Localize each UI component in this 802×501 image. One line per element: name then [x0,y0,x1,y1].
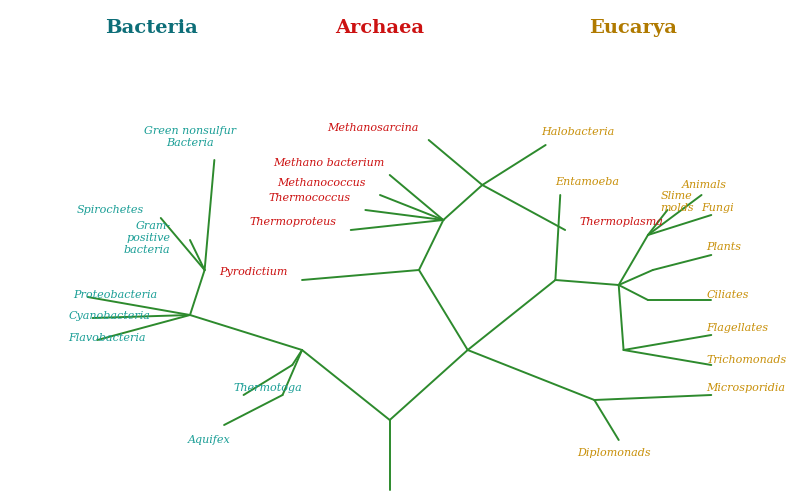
Text: Halobacteria: Halobacteria [541,127,614,137]
Text: Flavobacteria: Flavobacteria [68,333,146,343]
Text: Green nonsulfur
Bacteria: Green nonsulfur Bacteria [144,126,236,148]
Text: Diplomonads: Diplomonads [577,448,650,458]
Text: Thermotoga: Thermotoga [234,383,302,393]
Text: Proteobacteria: Proteobacteria [73,290,157,300]
Text: Thermococcus: Thermococcus [269,193,350,203]
Text: Ciliates: Ciliates [707,290,749,300]
Text: Cyanobacteria: Cyanobacteria [68,311,150,321]
Text: Aquifex: Aquifex [188,435,231,445]
Text: Flagellates: Flagellates [707,323,768,333]
Text: Fungi: Fungi [702,203,734,213]
Text: Pyrodictium: Pyrodictium [219,267,287,277]
Text: Thermoproteus: Thermoproteus [249,217,336,227]
Text: Spirochetes: Spirochetes [77,205,144,215]
Text: Plants: Plants [707,242,741,252]
Text: Trichomonads: Trichomonads [707,355,787,365]
Text: Methanococcus: Methanococcus [277,178,366,188]
Text: Eucarya: Eucarya [589,19,678,37]
Text: Bacteria: Bacteria [104,19,197,37]
Text: Animals: Animals [682,180,727,190]
Text: Microsporidia: Microsporidia [707,383,785,393]
Text: Methanosarcina: Methanosarcina [327,123,419,133]
Text: Methano bacterium: Methano bacterium [273,158,385,168]
Text: Archaea: Archaea [335,19,424,37]
Text: Thermoplasma: Thermoplasma [580,217,663,227]
Text: Slime
molds: Slime molds [661,191,695,213]
Text: Entamoeba: Entamoeba [555,177,619,187]
Text: Gram-
positive
bacteria: Gram- positive bacteria [124,221,171,255]
